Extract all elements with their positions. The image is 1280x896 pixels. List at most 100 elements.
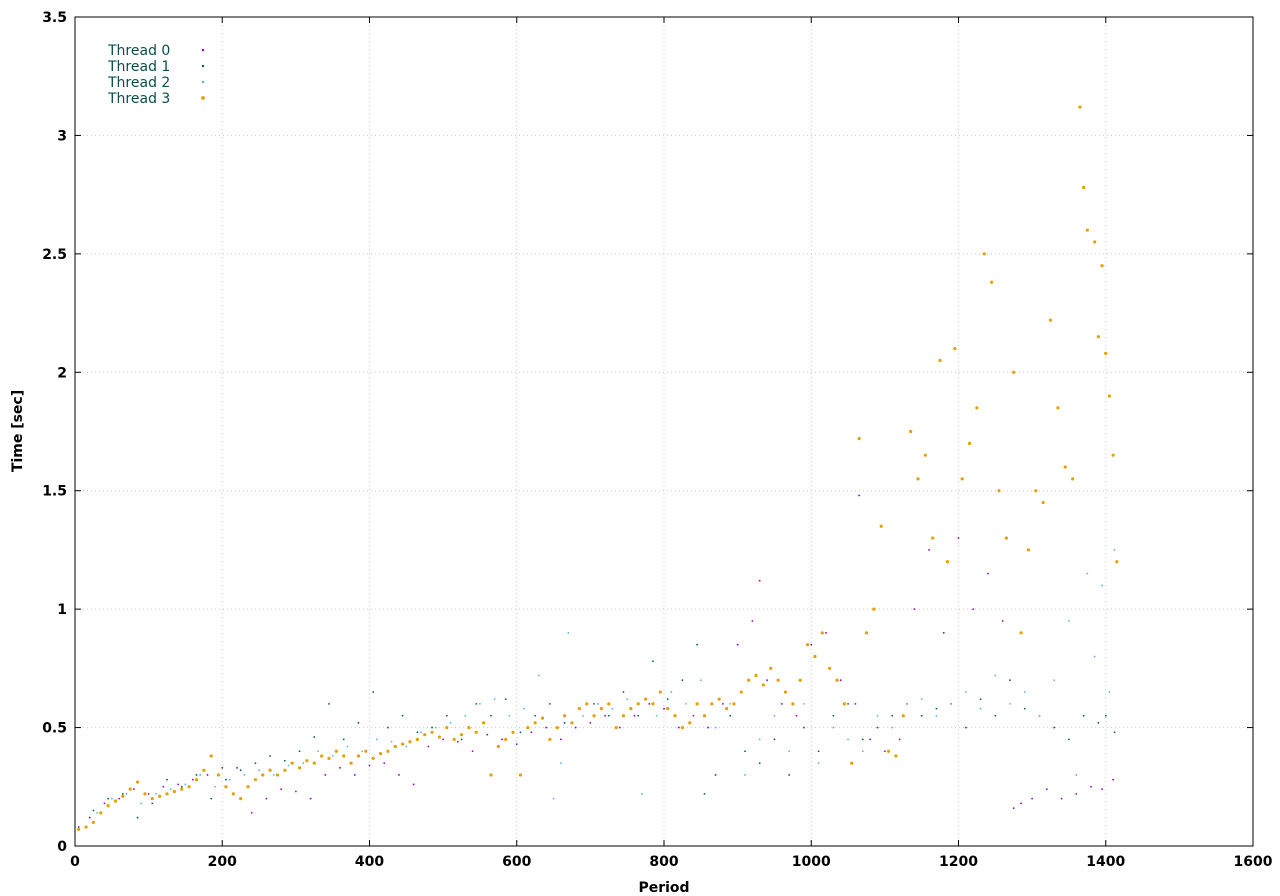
data-point	[162, 785, 165, 788]
data-point	[744, 750, 746, 753]
data-point	[287, 764, 290, 767]
data-point	[445, 714, 448, 717]
data-point	[858, 494, 861, 497]
data-point	[695, 702, 699, 706]
data-point	[876, 726, 879, 729]
data-point	[702, 714, 707, 718]
data-point	[147, 792, 150, 795]
data-point	[213, 785, 216, 788]
data-point	[560, 738, 562, 741]
data-point	[942, 631, 945, 634]
data-point	[511, 730, 515, 734]
data-point	[250, 811, 253, 814]
data-point	[663, 707, 665, 710]
data-point	[869, 738, 872, 741]
data-point	[758, 579, 761, 582]
data-point	[898, 738, 901, 741]
data-point	[795, 714, 798, 717]
data-point	[275, 773, 280, 777]
data-point	[106, 804, 110, 808]
data-point	[151, 802, 154, 805]
data-point	[879, 524, 883, 528]
data-point	[269, 755, 272, 757]
data-point	[618, 726, 621, 729]
data-point	[77, 827, 81, 832]
series-0	[77, 494, 1115, 828]
data-point	[854, 702, 857, 705]
data-point	[1020, 802, 1022, 805]
legend-marker	[201, 80, 205, 84]
data-point	[1108, 691, 1111, 693]
data-point	[504, 737, 508, 742]
data-point	[847, 738, 849, 741]
data-point	[548, 737, 552, 742]
data-point	[540, 716, 545, 720]
data-point	[891, 714, 894, 717]
data-point	[519, 731, 522, 734]
data-point	[398, 774, 400, 776]
x-tick-label: 1600	[1234, 854, 1273, 870]
data-point	[894, 754, 898, 758]
data-point	[1082, 714, 1085, 717]
data-point	[530, 731, 533, 734]
series-2	[77, 549, 1116, 831]
data-point	[1075, 774, 1078, 776]
data-point	[239, 797, 243, 801]
data-point	[302, 762, 305, 764]
data-point	[614, 725, 618, 730]
data-point	[710, 702, 714, 706]
data-point	[552, 797, 555, 800]
data-point	[754, 673, 758, 678]
data-point	[990, 280, 994, 284]
data-point	[714, 774, 717, 776]
data-point	[1085, 228, 1089, 232]
y-axis-title: Time [sec]	[10, 390, 26, 472]
data-point	[805, 643, 810, 647]
data-point	[459, 733, 464, 737]
data-point	[629, 707, 633, 711]
data-point	[861, 750, 864, 753]
data-point	[813, 654, 817, 659]
y-tick-label: 1.5	[42, 484, 67, 500]
y-tick-label: 2.5	[42, 247, 67, 263]
data-point	[346, 745, 349, 748]
data-point	[692, 714, 695, 717]
data-point	[475, 702, 478, 705]
data-point	[375, 738, 378, 741]
data-point	[688, 721, 692, 725]
data-point	[916, 477, 920, 481]
data-point	[997, 489, 1001, 493]
data-point	[677, 726, 680, 729]
data-point	[1101, 788, 1103, 791]
data-point	[378, 752, 383, 756]
data-point	[187, 785, 191, 789]
data-point	[1068, 620, 1070, 622]
data-point	[387, 726, 389, 729]
data-point	[1068, 738, 1070, 741]
data-point	[445, 725, 449, 730]
data-point	[1023, 707, 1026, 710]
data-point	[416, 731, 419, 734]
data-point	[150, 797, 154, 801]
data-point	[791, 702, 795, 706]
data-point	[1004, 536, 1008, 540]
data-point	[1053, 679, 1056, 682]
data-point	[169, 788, 172, 791]
data-point	[1097, 721, 1100, 724]
data-point	[386, 749, 390, 753]
data-point	[950, 702, 953, 705]
data-point	[136, 816, 139, 819]
data-point	[224, 785, 228, 789]
data-point	[515, 743, 518, 746]
data-point	[717, 697, 721, 701]
data-point	[305, 759, 309, 763]
data-point	[773, 738, 776, 741]
data-point	[604, 714, 606, 717]
data-point	[685, 702, 687, 705]
data-point	[935, 714, 938, 717]
data-point	[294, 790, 297, 793]
data-point	[1063, 465, 1067, 469]
data-point	[736, 643, 739, 646]
data-point	[393, 744, 397, 749]
data-point	[545, 726, 548, 729]
